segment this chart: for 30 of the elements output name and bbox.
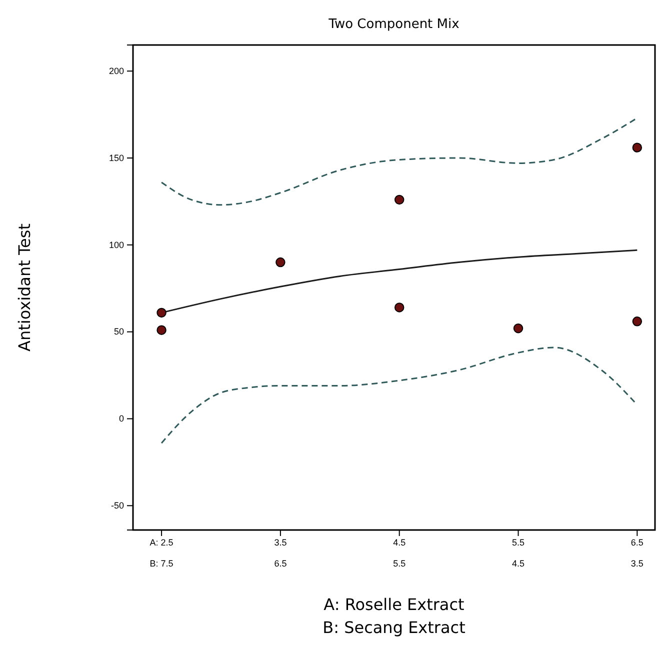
chart-title: Two Component Mix bbox=[328, 17, 460, 32]
y-tick-label: 100 bbox=[108, 240, 124, 250]
y-tick-label: 50 bbox=[114, 326, 124, 337]
y-axis-title: Antioxidant Test bbox=[15, 224, 34, 352]
x-tick-label: A: 2.5 bbox=[150, 537, 174, 548]
x2-tick-label: 4.5 bbox=[512, 558, 525, 568]
point bbox=[276, 257, 286, 268]
x2-tick-label: 3.5 bbox=[630, 558, 644, 568]
y-tick-label: 150 bbox=[108, 152, 124, 163]
line-series bbox=[160, 346, 638, 444]
x2-tick-label: 6.5 bbox=[274, 558, 287, 568]
point bbox=[156, 325, 166, 335]
x-tick-label: 3.5 bbox=[274, 537, 287, 548]
y-tick-label: 0 bbox=[118, 414, 124, 424]
point bbox=[394, 302, 404, 312]
x-tick-label: 4.5 bbox=[393, 537, 406, 548]
y-tick-label: -50 bbox=[110, 500, 124, 511]
x-tick-label: 6.5 bbox=[630, 537, 644, 548]
x-axis-title: A: Roselle Extract bbox=[324, 595, 464, 614]
x2-axis-title: B: Secang Extract bbox=[322, 618, 466, 637]
point bbox=[394, 194, 404, 205]
point bbox=[632, 316, 642, 326]
point bbox=[632, 142, 642, 152]
x-tick-label: 5.5 bbox=[512, 537, 525, 548]
point bbox=[156, 308, 166, 318]
line-series bbox=[160, 117, 638, 206]
y-tick-label: 200 bbox=[108, 66, 124, 76]
x2-tick-label: 5.5 bbox=[393, 558, 406, 568]
x2-tick-label: B: 7.5 bbox=[150, 558, 174, 568]
point bbox=[513, 323, 524, 334]
